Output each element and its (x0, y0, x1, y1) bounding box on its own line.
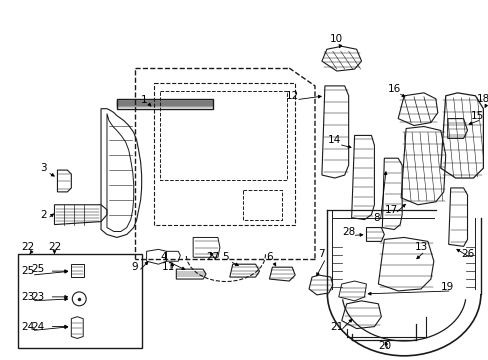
Text: 19: 19 (440, 282, 453, 292)
Text: 9: 9 (131, 262, 138, 272)
Text: 24: 24 (21, 321, 34, 332)
Text: 22: 22 (48, 242, 61, 252)
Text: 14: 14 (327, 135, 341, 145)
Text: 15: 15 (470, 111, 483, 121)
Text: 23: 23 (31, 292, 44, 302)
Text: 23: 23 (21, 292, 34, 302)
Text: 6: 6 (265, 252, 272, 262)
Text: 26: 26 (460, 249, 473, 259)
Text: 3: 3 (40, 163, 47, 173)
Text: 7: 7 (318, 249, 325, 259)
Text: 25: 25 (21, 266, 34, 276)
Text: 12: 12 (285, 91, 298, 101)
Text: 16: 16 (387, 84, 400, 94)
Text: 22: 22 (21, 242, 34, 252)
Text: 1: 1 (141, 95, 148, 105)
Bar (18, 254, 142, 348)
Text: 21: 21 (329, 321, 343, 332)
Text: 24: 24 (31, 321, 44, 332)
Text: 5: 5 (222, 252, 229, 262)
Text: 13: 13 (413, 242, 427, 252)
Text: 4: 4 (160, 252, 166, 262)
Text: 10: 10 (329, 34, 343, 44)
Text: 17: 17 (384, 205, 397, 215)
Text: 11: 11 (162, 262, 175, 272)
Text: 25: 25 (31, 264, 44, 274)
Text: 28: 28 (341, 226, 355, 237)
Text: 27: 27 (206, 252, 219, 262)
Text: 20: 20 (377, 341, 390, 351)
Text: 2: 2 (40, 210, 47, 220)
Text: 8: 8 (372, 213, 379, 222)
Text: 18: 18 (476, 94, 488, 104)
